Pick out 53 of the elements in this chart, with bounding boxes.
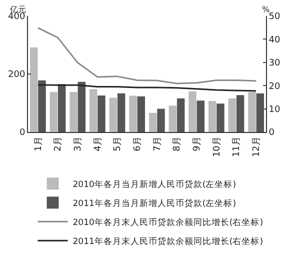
x-tick-label: 10月: [212, 136, 222, 158]
legend-label: 2011年各月当月新增人民币贷款(左坐标): [72, 198, 236, 209]
bar: [236, 95, 244, 132]
x-tick-label: 7月: [152, 136, 163, 152]
bar: [50, 92, 58, 132]
bar: [196, 100, 205, 132]
bar: [157, 108, 165, 132]
bar: [89, 89, 98, 132]
bar: [58, 84, 66, 132]
bar: [129, 96, 137, 132]
bar: [188, 91, 196, 132]
bar: [168, 106, 177, 132]
x-tick-label: 6月: [133, 136, 144, 152]
bar: [208, 100, 216, 132]
x-tick-label: 2月: [54, 136, 64, 152]
x-tick-label: 9月: [192, 136, 203, 152]
x-tick-label: 8月: [172, 136, 183, 152]
bar: [256, 93, 264, 132]
legend-label: 2010年各月末人民币贷款余额同比增长(右坐标): [72, 216, 264, 228]
y-axis-title: 亿元: [9, 5, 26, 14]
y2-tick-label: 30: [268, 58, 281, 69]
legend-label: 2010年各月当月新增人民币贷款(左坐标): [72, 178, 236, 190]
bar: [137, 96, 146, 132]
x-tick-label: 11月: [232, 136, 242, 158]
x-tick-label: 4月: [93, 136, 104, 152]
bar: [216, 104, 224, 132]
x-tick-label: 3月: [74, 136, 84, 152]
bar: [98, 95, 106, 132]
x-tick-label: 1月: [34, 136, 44, 152]
bar: [248, 92, 256, 132]
bar: [78, 82, 86, 132]
bar: [109, 98, 118, 132]
x-tick-label: 5月: [113, 136, 124, 152]
line-series: [37, 84, 257, 92]
y2-tick-label: 0: [268, 128, 275, 138]
y2-tick-label: 40: [268, 35, 281, 46]
bar: [30, 47, 38, 132]
y-tick-label: 200: [8, 70, 26, 80]
y2-axis-title: %: [262, 5, 270, 14]
bar: [228, 98, 236, 132]
line-series: [37, 27, 257, 84]
legend-label: 2011年各月末人民币贷款余额同比增长(右坐标): [72, 236, 264, 247]
y2-tick-label: 20: [268, 82, 281, 92]
bar: [148, 112, 157, 132]
bar: [176, 98, 185, 132]
bar: [38, 80, 46, 132]
y-tick-label: 400: [8, 12, 26, 22]
y2-tick-label: 50: [268, 12, 281, 22]
x-tick-label: 12月: [252, 136, 262, 158]
bar: [70, 92, 78, 132]
y2-tick-label: 10: [268, 104, 281, 115]
bar: [117, 93, 126, 132]
y-tick-label: 0: [19, 128, 26, 138]
